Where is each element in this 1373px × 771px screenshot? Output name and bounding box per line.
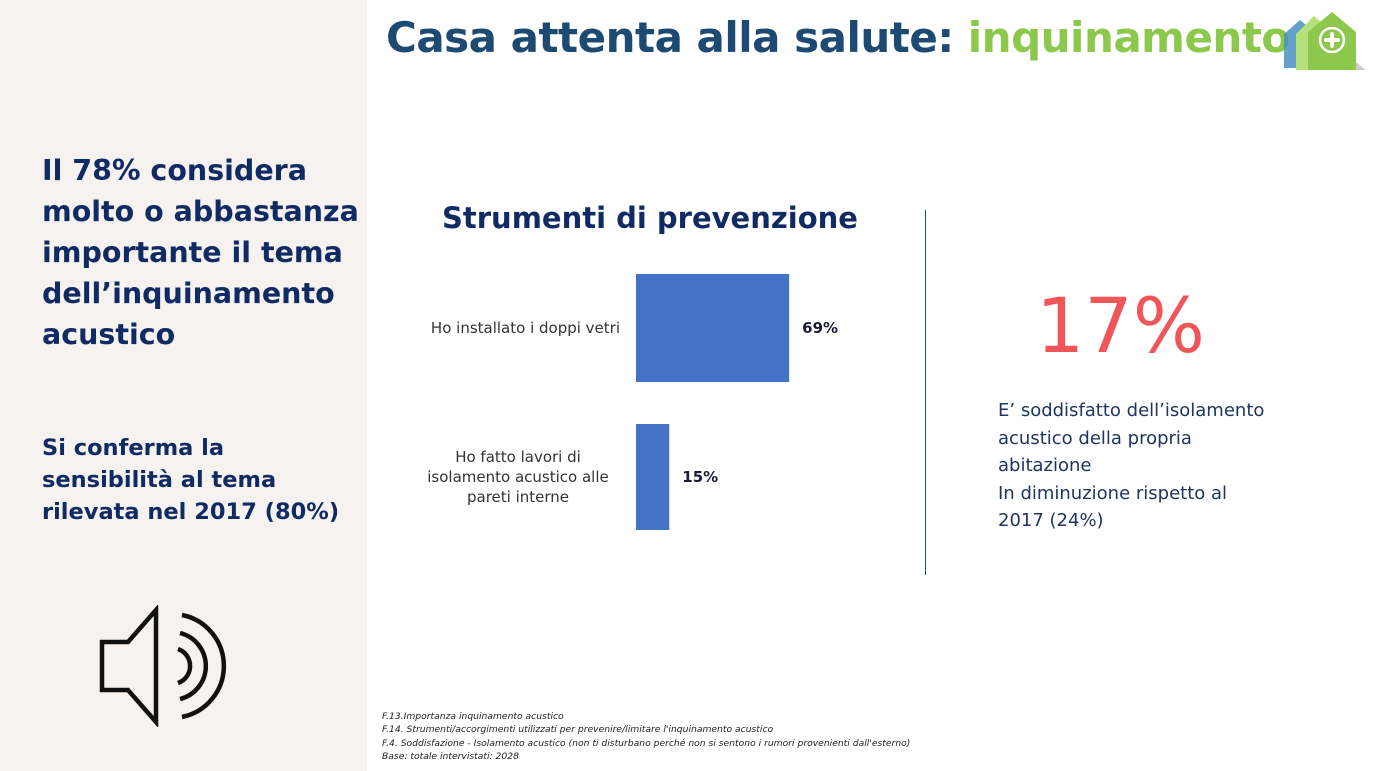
stat-line: abitazione [998, 455, 1092, 476]
bar [636, 274, 790, 382]
page-title-main: Casa attenta alla salute: [386, 13, 954, 62]
category-label: isolamento acustico alle [427, 468, 608, 486]
page-title-accent: inquinamento [967, 13, 1290, 62]
footnotes: F.13.Importanza inquinamento acustico F.… [382, 710, 1082, 764]
stat-value: 17% [1036, 281, 1205, 370]
stat-line: acustico della propria [998, 427, 1192, 449]
vertical-divider [925, 210, 926, 575]
sidebar-subhead: Si conferma la sensibilità al tema rilev… [42, 435, 340, 525]
stat-line: In diminuzione rispetto al [998, 482, 1228, 504]
category-label: pareti interne [467, 488, 569, 506]
left-sidebar: Il 78% considera molto o abbastanza impo… [0, 0, 367, 771]
sidebar-headline: Il 78% considera molto o abbastanza impo… [42, 154, 359, 351]
stat-line: 2017 (24%) [998, 510, 1104, 531]
chart-title: Strumenti di prevenzione [442, 201, 858, 235]
bar-chart: 69% Ho installato i doppi vetri 15% Ho fatt… [427, 274, 838, 530]
footnote: F.4. Soddisfazione - Isolamento acustico… [382, 737, 911, 749]
bar-value-label: 69% [802, 319, 838, 337]
speaker-volume-icon [99, 605, 227, 727]
stat-line: E’ soddisfatto dell’isolamento [998, 400, 1265, 421]
footnote: F.13.Importanza inquinamento acustico [382, 711, 564, 722]
bar [636, 424, 670, 530]
footnote: F.14. Strumenti/accorgimenti utilizzati … [382, 724, 774, 736]
bar-value-label: 15% [682, 468, 718, 486]
health-house-logo-icon [1284, 12, 1366, 70]
page-title: Casa attenta alla salute: inquinamento [386, 10, 1290, 66]
stat-description: E’ soddisfatto dell’isolamento acustico … [998, 397, 1298, 535]
footnote: Base: totale intervistati: 2028 [382, 751, 519, 763]
category-label: Ho installato i doppi vetri [431, 319, 620, 337]
category-label: Ho fatto lavori di [455, 448, 581, 466]
